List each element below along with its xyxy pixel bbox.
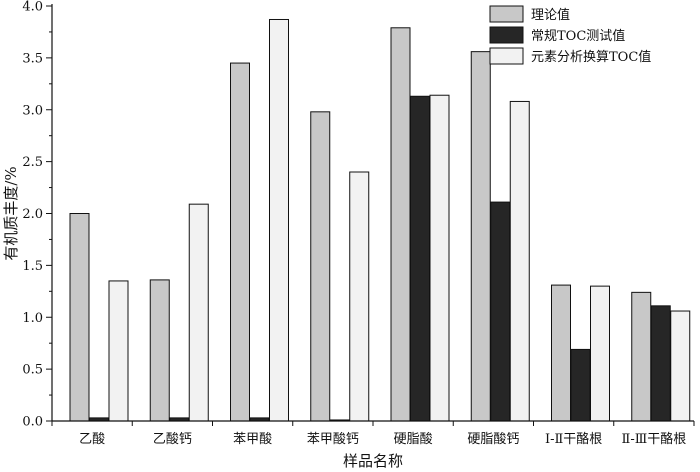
x-tick-label: 乙酸 [79, 432, 105, 447]
legend-label-3: 元素分析换算TOC值 [531, 49, 651, 65]
bar-3-3 [269, 18, 289, 422]
bar-1-4 [310, 111, 331, 422]
legend-label-2: 常规TOC测试值 [531, 28, 625, 44]
x-tick-label: 乙酸钙 [153, 432, 192, 447]
axes-layer [46, 4, 695, 426]
x-tick-label: 硬脂酸钙 [467, 432, 519, 447]
bar-2-6 [490, 201, 511, 422]
y-tick-label: 4.0 [22, 0, 43, 15]
legend-swatch-1 [489, 5, 524, 23]
bar-1-1 [69, 213, 90, 422]
y-tick-labels: 0.0 0.5 1.0 1.5 2.0 2.5 3.0 3.5 4.0 [22, 0, 43, 430]
y-tick-label: 2.5 [22, 155, 43, 170]
legend-swatch-3 [489, 47, 524, 65]
bar-3-4 [349, 171, 370, 422]
legend-label-1: 理论值 [531, 7, 570, 23]
bar-1-5 [390, 27, 411, 422]
bar-1-6 [470, 51, 491, 422]
x-tick-labels: 乙酸 乙酸钙 苯甲酸 苯甲酸钙 硬脂酸 硬脂酸钙 Ⅰ-Ⅱ干酪根 Ⅱ-Ⅲ干酪根 [79, 431, 686, 447]
y-tick-label: 0.0 [22, 415, 43, 430]
x-tick-label: Ⅱ-Ⅲ干酪根 [621, 431, 686, 447]
y-tick-label: 3.0 [22, 103, 43, 118]
bar-1-7 [551, 284, 571, 422]
x-tick-label: Ⅰ-Ⅱ干酪根 [545, 431, 602, 447]
bar-1-3 [230, 62, 250, 422]
y-tick-label: 3.5 [22, 51, 43, 66]
x-tick-label: 苯甲酸钙 [307, 432, 359, 447]
bar-2-7 [570, 348, 591, 422]
x-tick-label: 苯甲酸 [233, 432, 272, 447]
bar-3-5 [429, 94, 450, 422]
y-tick-label: 1.0 [22, 311, 43, 326]
bar-3-1 [108, 280, 129, 422]
bar-1-2 [149, 279, 170, 422]
bar-1-8 [631, 291, 652, 422]
x-tick-label: 硬脂酸 [394, 432, 433, 447]
bar-2-8 [650, 305, 671, 422]
y-tick-label: 1.5 [22, 259, 43, 274]
bar-3-7 [590, 285, 610, 422]
x-axis-title: 样品名称 [343, 452, 403, 470]
bar-3-6 [509, 100, 530, 422]
y-axis-title: 有机质丰度/% [2, 166, 20, 260]
bar-3-2 [188, 203, 209, 422]
bar-3-8 [670, 310, 691, 422]
bars-layer [69, 18, 691, 422]
y-tick-label: 2.0 [22, 207, 43, 222]
bar-2-5 [410, 95, 430, 422]
y-tick-label: 0.5 [22, 363, 43, 378]
legend-swatch-2 [489, 26, 524, 44]
